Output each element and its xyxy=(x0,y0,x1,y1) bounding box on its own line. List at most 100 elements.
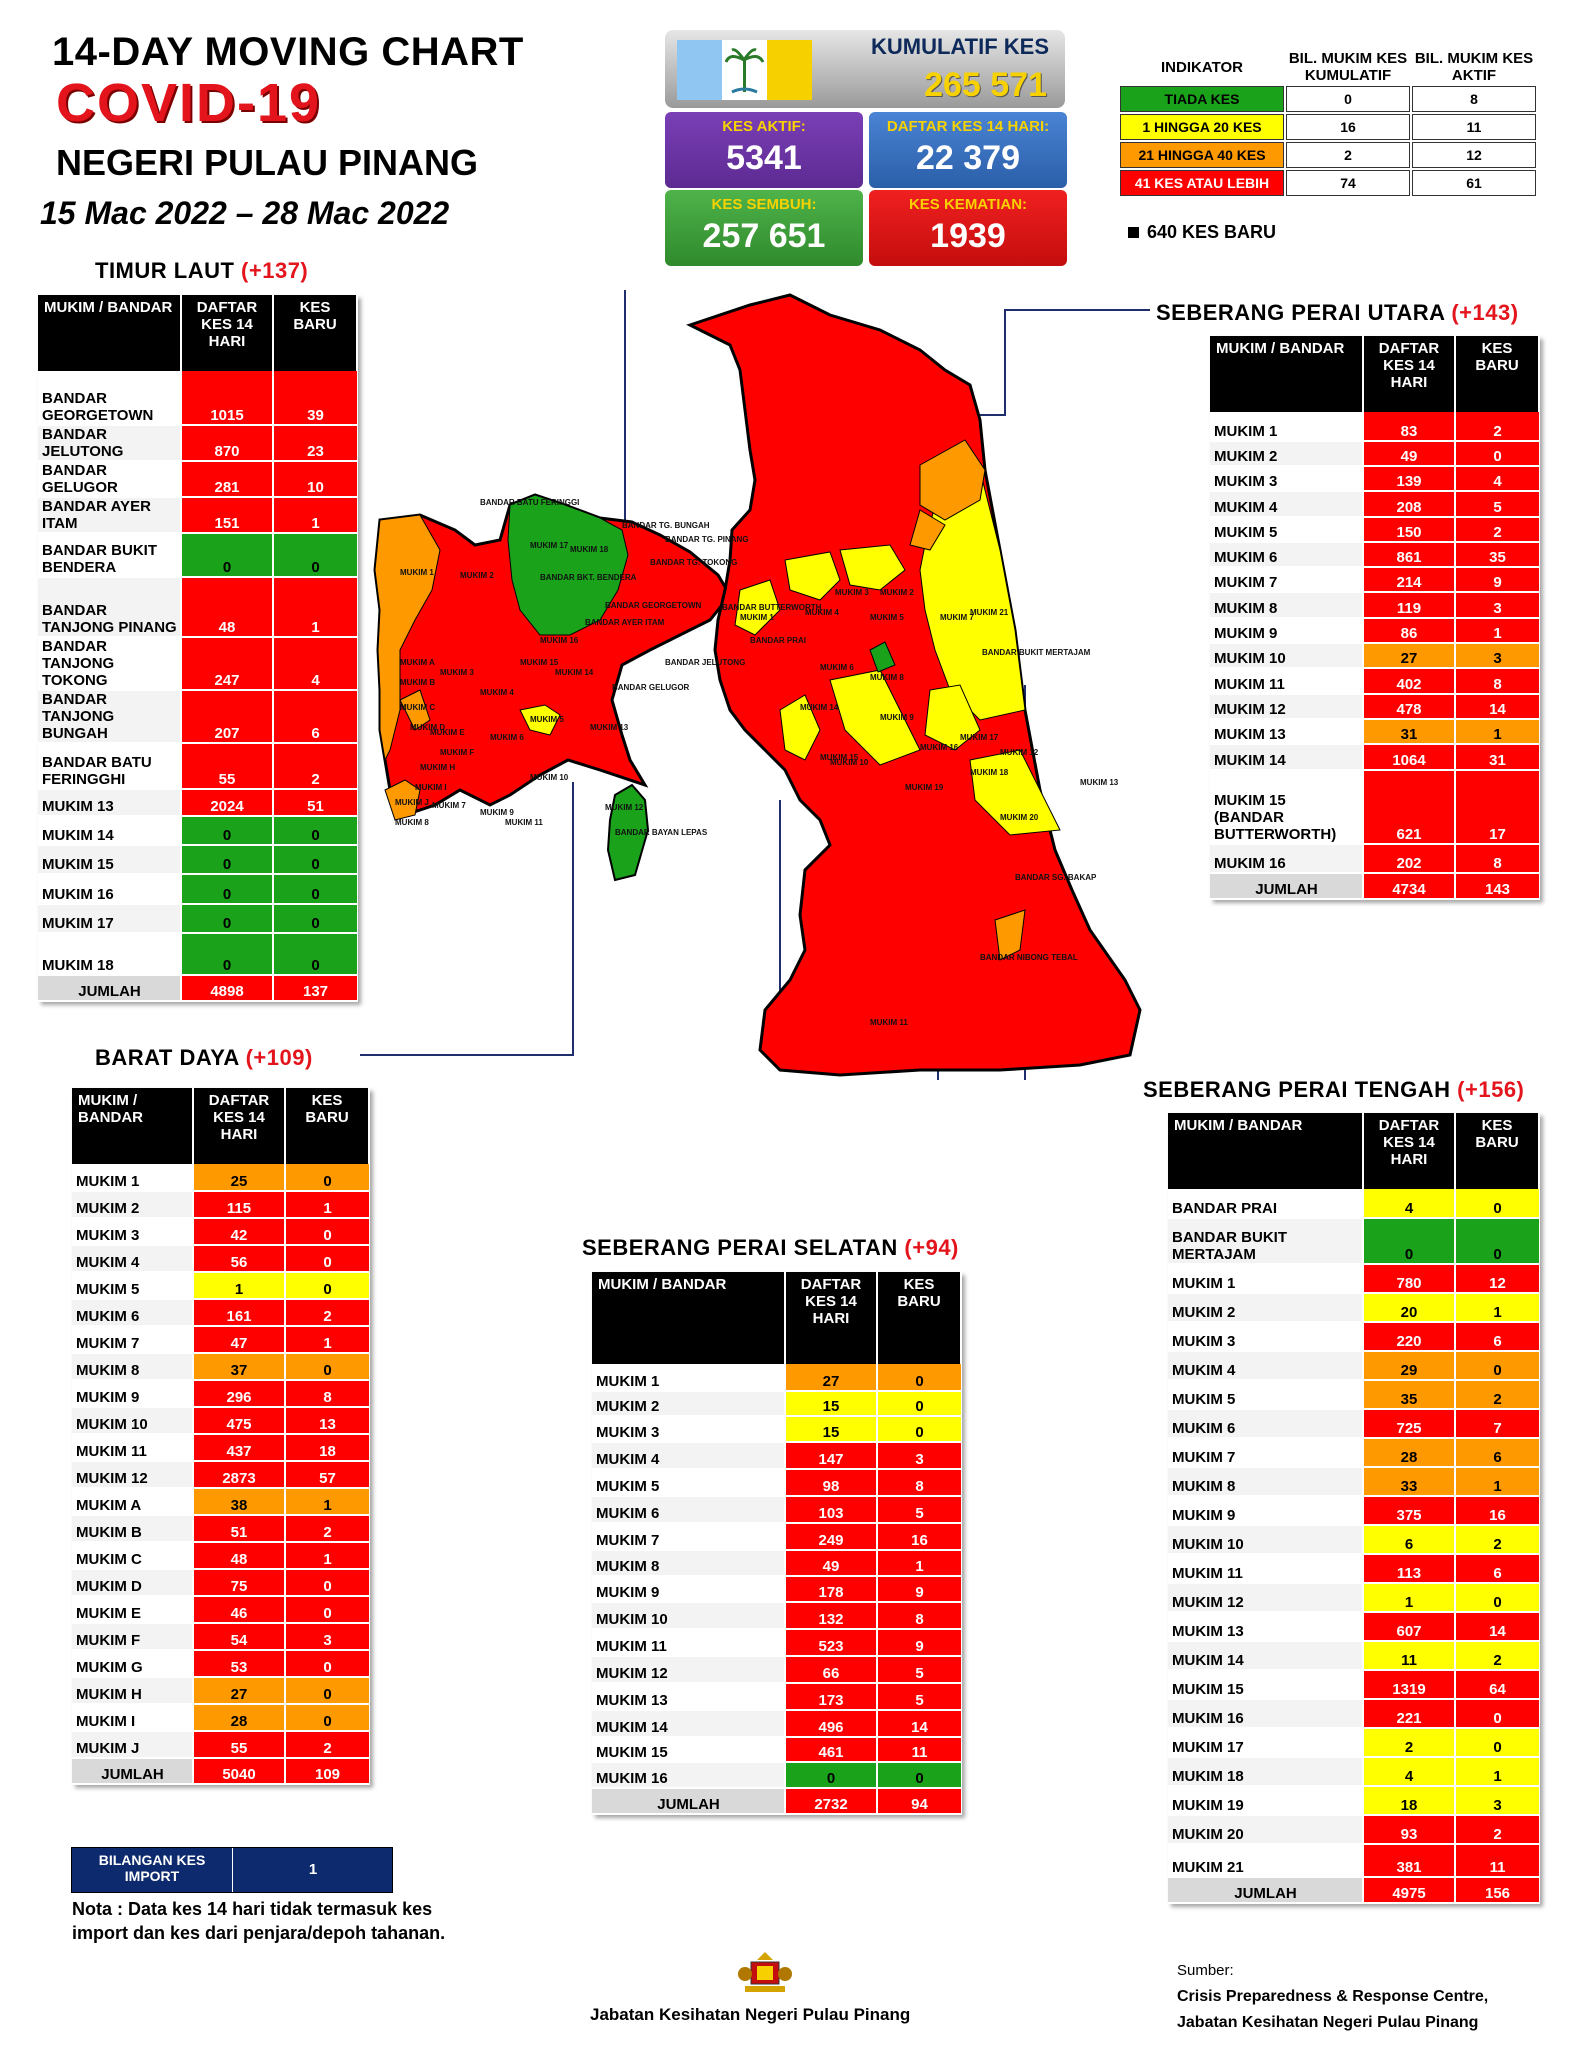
total-registered: 5040 xyxy=(192,1758,285,1785)
new-value: 2 xyxy=(1454,1641,1539,1671)
table-row: MUKIM 4 56 0 xyxy=(72,1245,369,1273)
registered-value: 2873 xyxy=(192,1461,285,1489)
area-name: MUKIM 2 xyxy=(592,1391,785,1417)
header-area: MUKIM / BANDAR xyxy=(592,1272,786,1364)
penang-island xyxy=(373,493,732,821)
map-label: MUKIM 13 xyxy=(590,723,629,732)
new-value: 1 xyxy=(284,1326,369,1354)
area-name: MUKIM 10 xyxy=(592,1602,785,1630)
area-name: MUKIM 9 xyxy=(592,1576,785,1603)
area-name: BANDAR GELUGOR xyxy=(38,461,181,498)
registered-value: 496 xyxy=(784,1710,877,1738)
map-label: MUKIM 8 xyxy=(395,818,429,827)
area-name: BANDAR PRAI xyxy=(1168,1189,1363,1219)
import-box: BILANGAN KES IMPORT 1 xyxy=(71,1847,393,1893)
registered-value: 55 xyxy=(180,743,273,790)
registered-value: 247 xyxy=(180,637,273,691)
registered-label: DAFTAR KES 14 HARI: xyxy=(886,118,1050,135)
table-row: MUKIM 11 437 18 xyxy=(72,1434,369,1462)
area-name: MUKIM 5 xyxy=(592,1469,785,1497)
new-value: 4 xyxy=(272,637,357,691)
indicator-cumulative: 16 xyxy=(1286,114,1410,140)
registered-value: 478 xyxy=(1362,694,1455,720)
area-name: MUKIM 13 xyxy=(1210,719,1363,745)
source-block: Sumber: Crisis Preparedness & Response C… xyxy=(1177,1958,1488,2036)
table-row: MUKIM 3 139 4 xyxy=(1210,466,1539,492)
new-value: 5 xyxy=(876,1656,961,1684)
area-name: MUKIM 7 xyxy=(592,1523,785,1551)
registered-value: 27 xyxy=(1362,643,1455,669)
area-name: MUKIM 6 xyxy=(72,1299,193,1327)
registered-value: 113 xyxy=(1362,1554,1455,1584)
table-row: BANDAR TANJONG PINANG 48 1 xyxy=(38,577,357,638)
area-name: MUKIM 8 xyxy=(72,1353,193,1381)
table-row: MUKIM 8 119 3 xyxy=(1210,592,1539,619)
registered-value: 523 xyxy=(784,1629,877,1657)
table-row: MUKIM 7 28 6 xyxy=(1168,1438,1539,1468)
table-row: MUKIM 11 402 8 xyxy=(1210,668,1539,695)
map-label: MUKIM 4 xyxy=(480,688,514,697)
source-line1: Crisis Preparedness & Response Centre, xyxy=(1177,1988,1489,2005)
registered-value: 27 xyxy=(784,1364,877,1392)
new-value: 39 xyxy=(272,371,357,426)
table-row: MUKIM H 27 0 xyxy=(72,1677,369,1705)
registered-value: 296 xyxy=(192,1380,285,1408)
header-registered: DAFTAR KES 14 HARI xyxy=(181,295,274,371)
area-name: MUKIM 11 xyxy=(1210,668,1363,695)
table-row: MUKIM 1 83 2 xyxy=(1210,412,1539,442)
header-area: MUKIM / BANDAR xyxy=(1168,1113,1364,1189)
table-row: MUKIM D 75 0 xyxy=(72,1569,369,1597)
table-row: MUKIM 15 461 11 xyxy=(592,1737,961,1763)
total-label: JUMLAH xyxy=(1168,1877,1363,1904)
area-name: MUKIM 12 xyxy=(72,1461,193,1489)
map-label: MUKIM 5 xyxy=(870,613,904,622)
registered-value: 780 xyxy=(1362,1264,1455,1294)
new-value: 11 xyxy=(1454,1844,1539,1878)
area-name: MUKIM 16 xyxy=(1210,844,1363,874)
table-row: MUKIM 1 25 0 xyxy=(72,1164,369,1192)
total-row: JUMLAH 5040 109 xyxy=(72,1758,369,1785)
section-count: (+109) xyxy=(245,1045,313,1070)
registered-value: 28 xyxy=(192,1704,285,1732)
total-row: JUMLAH 4898 137 xyxy=(38,975,357,1002)
registered-value: 20 xyxy=(1362,1293,1455,1323)
registered-value: 1319 xyxy=(1362,1670,1455,1700)
new-value: 0 xyxy=(284,1569,369,1597)
new-value: 6 xyxy=(272,690,357,744)
penang-map: BANDAR BATU FERINGGI BANDAR TG. BUNGAH BAN… xyxy=(360,290,1150,1080)
table-row: MUKIM 14 0 0 xyxy=(38,816,357,846)
table-row: MUKIM 14 496 14 xyxy=(592,1710,961,1738)
new-value: 3 xyxy=(876,1442,961,1470)
new-value: 0 xyxy=(284,1245,369,1273)
import-value: 1 xyxy=(232,1848,393,1892)
source-label: Sumber: xyxy=(1177,1962,1234,1979)
table-row: MUKIM 10 132 8 xyxy=(592,1602,961,1630)
penang-mainland xyxy=(606,293,1142,1077)
map-label: BANDAR SG. BAKAP xyxy=(1015,873,1097,882)
area-name: MUKIM 15 xyxy=(1168,1670,1363,1700)
total-new: 109 xyxy=(284,1758,369,1785)
new-value: 1 xyxy=(284,1191,369,1219)
map-label: MUKIM 11 xyxy=(505,818,543,827)
table-row: BANDAR GEORGETOWN 1015 39 xyxy=(38,371,357,426)
table-row: MUKIM 6 103 5 xyxy=(592,1496,961,1524)
area-name: BANDAR TANJONG BUNGAH xyxy=(38,690,181,744)
table-row: MUKIM 1 780 12 xyxy=(1168,1264,1539,1294)
map-label: MUKIM 9 xyxy=(880,713,914,722)
area-name: MUKIM D xyxy=(72,1569,193,1597)
indicator-label: 1 HINGGA 20 KES xyxy=(1120,114,1284,140)
area-name: MUKIM 11 xyxy=(1168,1554,1363,1584)
area-name: MUKIM 15 (BANDAR BUTTERWORTH) xyxy=(1210,770,1363,845)
new-value: 8 xyxy=(1454,844,1539,874)
area-name: MUKIM F xyxy=(72,1623,193,1651)
map-label: MUKIM 10 xyxy=(530,773,569,782)
table-row: BANDAR BATU FERINGGHI 55 2 xyxy=(38,743,357,790)
table-row: MUKIM 3 15 0 xyxy=(592,1416,961,1443)
table-row: MUKIM 8 33 1 xyxy=(1168,1467,1539,1497)
table-row: MUKIM 16 0 0 xyxy=(592,1762,961,1789)
area-name: MUKIM 1 xyxy=(1168,1264,1363,1294)
table-row: MUKIM 2 15 0 xyxy=(592,1391,961,1417)
total-new: 94 xyxy=(876,1788,961,1815)
table-row: MUKIM 6 725 7 xyxy=(1168,1409,1539,1439)
new-value: 6 xyxy=(1454,1554,1539,1584)
